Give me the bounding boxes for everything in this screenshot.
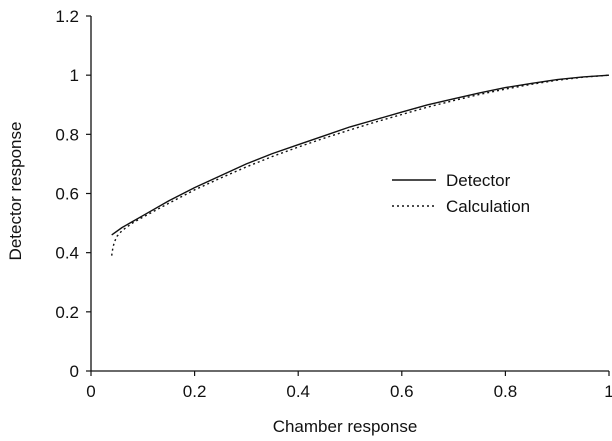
series-line-detector: [111, 74, 610, 236]
x-axis-label: Chamber response: [273, 417, 418, 436]
legend: Detector Calculation: [392, 171, 530, 216]
axes: [90, 16, 609, 372]
y-tick-label: 1: [70, 66, 79, 85]
y-axis-label: Detector response: [6, 122, 25, 261]
legend-label-calculation: Calculation: [446, 197, 530, 216]
y-tick-label: 0.2: [55, 303, 79, 322]
y-tick-label: 1.2: [55, 7, 79, 26]
x-tick-label: 0.6: [390, 382, 414, 401]
legend-label-detector: Detector: [446, 171, 511, 190]
series-lines: [111, 74, 610, 256]
x-tick-label: 0: [86, 382, 95, 401]
ticks: 0 0.2 0.4 0.6 0.8 1 0 0.2 0.4 0.6 0.8 1 1.2: [55, 7, 612, 401]
x-tick-label: 0.4: [286, 382, 310, 401]
x-tick-label: 0.8: [494, 382, 518, 401]
x-tick-label: 0.2: [183, 382, 207, 401]
y-tick-label: 0.4: [55, 244, 79, 263]
x-tick-label: 1: [604, 382, 612, 401]
y-tick-label: 0.6: [55, 185, 79, 204]
series-line-calculation: [111, 74, 610, 256]
y-tick-label: 0.8: [55, 125, 79, 144]
y-tick-label: 0: [70, 362, 79, 381]
